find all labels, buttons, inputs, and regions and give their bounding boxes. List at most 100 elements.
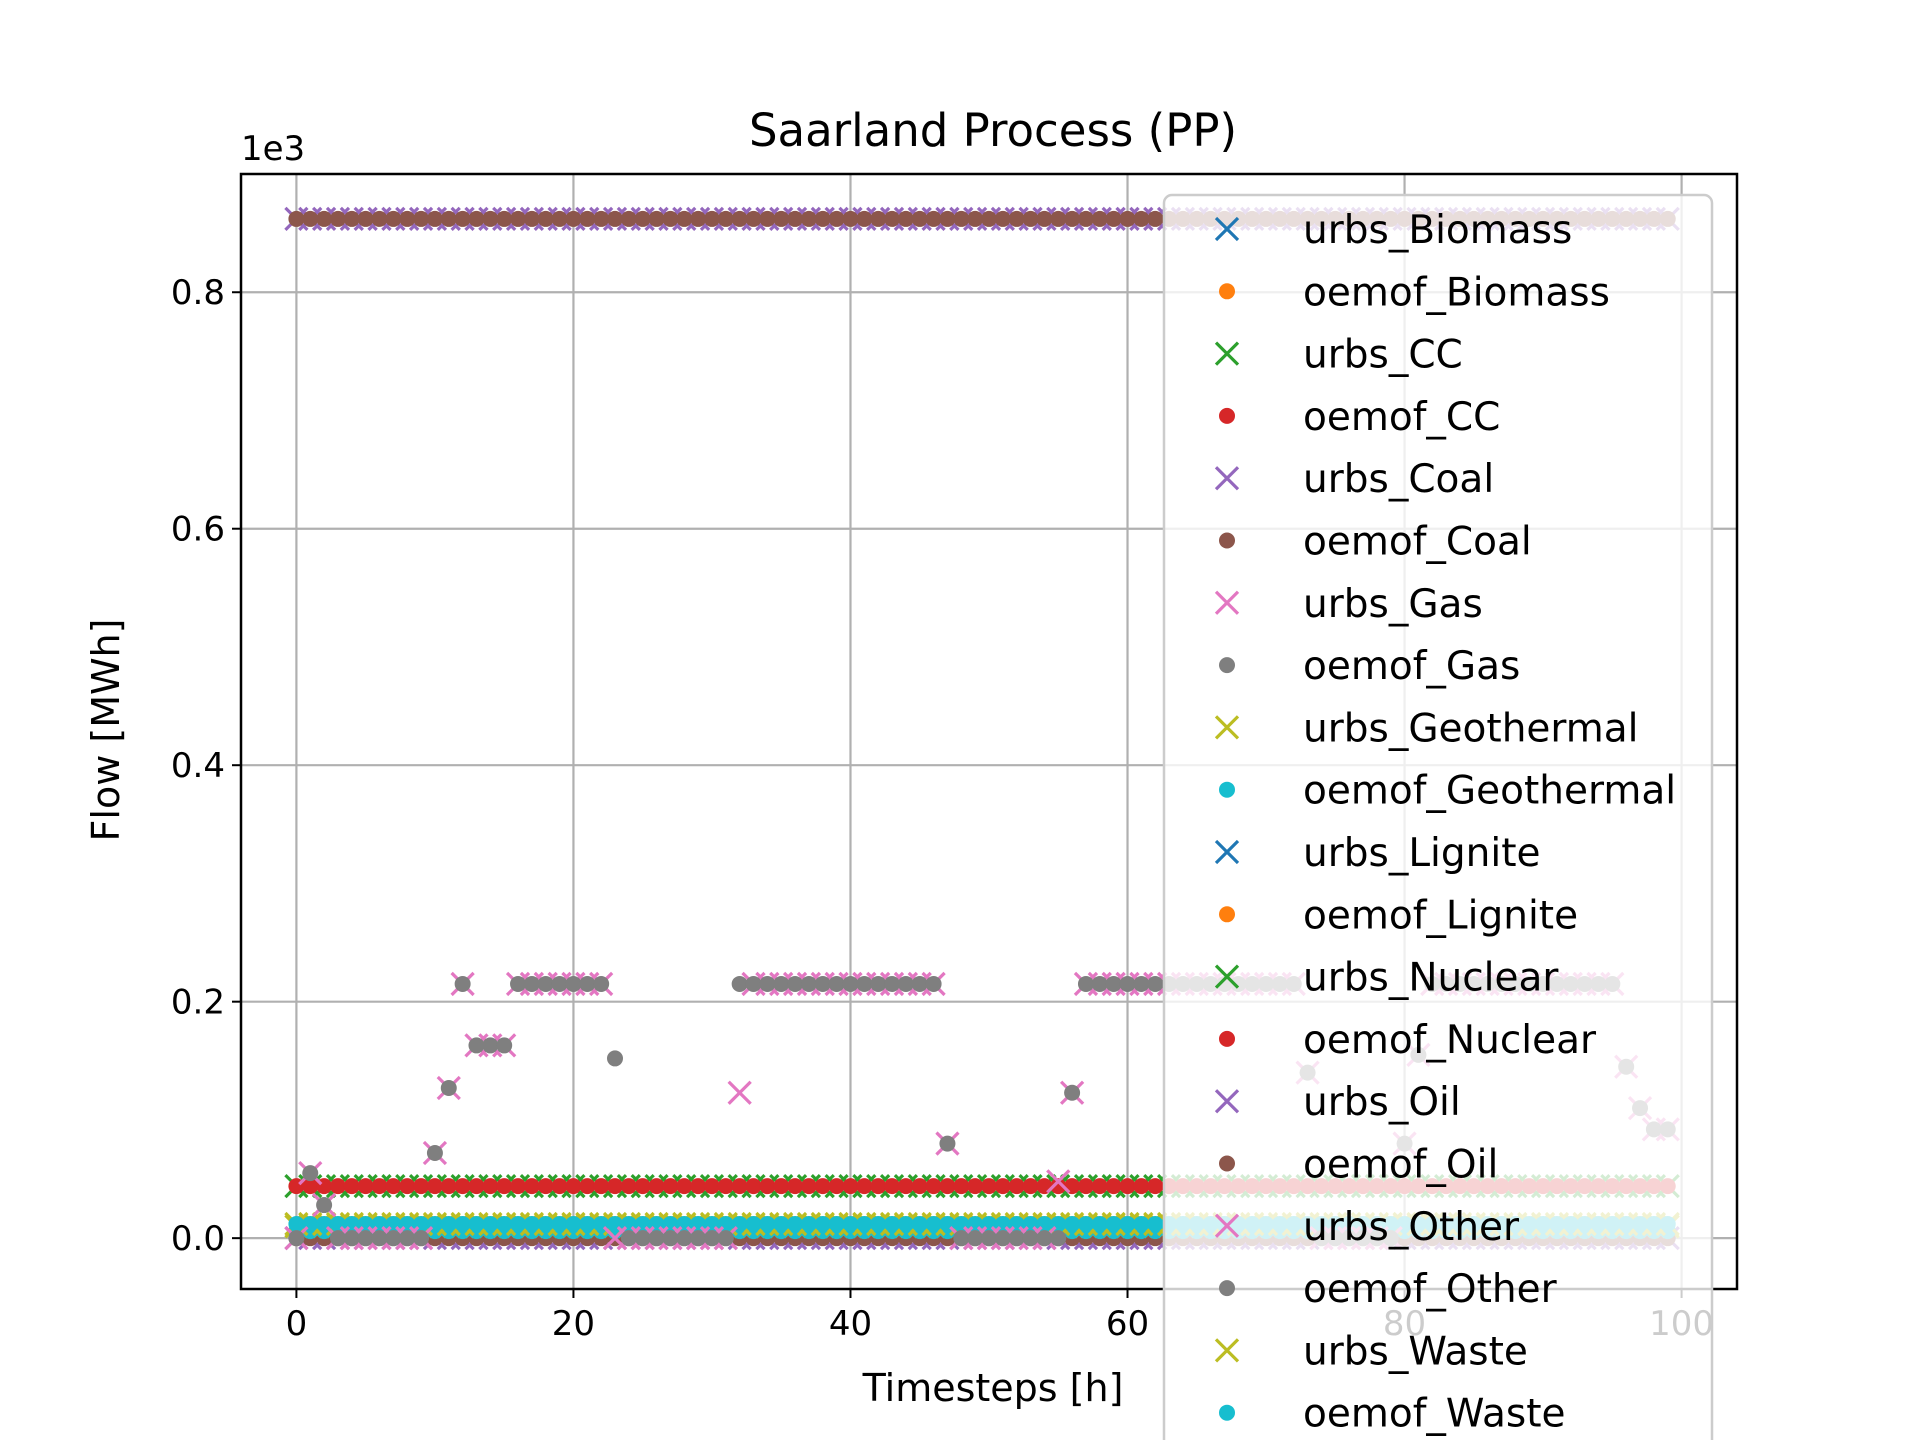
legend-marker-dot — [1219, 657, 1235, 674]
point-oemof-gas — [357, 1230, 374, 1247]
point-oemof-cc — [648, 1178, 665, 1195]
point-oemof-gas — [426, 1145, 443, 1162]
point-oemof-coal — [1064, 210, 1081, 227]
point-oemof-coal — [620, 210, 637, 227]
point-oemof-coal — [1050, 210, 1067, 227]
point-oemof-cc — [302, 1178, 319, 1195]
legend-marker-dot — [1219, 283, 1235, 300]
y-tick-label: 0.6 — [171, 510, 225, 550]
point-oemof-geothermal — [551, 1215, 568, 1232]
point-oemof-gas — [1036, 1230, 1053, 1247]
point-oemof-geothermal — [537, 1215, 554, 1232]
point-oemof-cc — [1147, 1178, 1164, 1195]
point-oemof-gas — [939, 1135, 956, 1152]
legend-item-urbs-lignite: urbs_Lignite — [1214, 831, 1541, 876]
point-oemof-gas — [510, 975, 527, 992]
point-oemof-gas — [856, 975, 873, 992]
point-oemof-cc — [399, 1178, 416, 1195]
point-oemof-gas — [1119, 975, 1136, 992]
point-oemof-geothermal — [523, 1215, 540, 1232]
point-oemof-cc — [482, 1178, 499, 1195]
point-oemof-coal — [302, 210, 319, 227]
point-oemof-gas — [343, 1230, 360, 1247]
point-oemof-cc — [634, 1178, 651, 1195]
legend-marker-dot — [1219, 407, 1235, 424]
point-oemof-geothermal — [1119, 1215, 1136, 1232]
point-oemof-coal — [1091, 210, 1108, 227]
x-tick-label: 0 — [286, 1304, 308, 1344]
point-oemof-geothermal — [773, 1215, 790, 1232]
point-oemof-coal — [884, 210, 901, 227]
legend-label: oemof_Geothermal — [1303, 769, 1676, 814]
point-oemof-geothermal — [288, 1215, 305, 1232]
point-oemof-cc — [357, 1178, 374, 1195]
point-oemof-coal — [579, 210, 596, 227]
point-oemof-coal — [329, 210, 346, 227]
point-oemof-cc — [329, 1178, 346, 1195]
chart-title: Saarland Process (PP) — [749, 104, 1237, 157]
y-axis-title: Flow [MWh] — [84, 619, 128, 842]
x-axis-title: Timesteps [h] — [862, 1366, 1124, 1410]
legend-item-urbs-cc: urbs_CC — [1214, 333, 1463, 378]
x-tick-label: 20 — [552, 1304, 595, 1344]
legend-item-urbs-nuclear: urbs_Nuclear — [1214, 956, 1559, 1001]
point-oemof-cc — [510, 1178, 527, 1195]
point-oemof-coal — [703, 210, 720, 227]
legend-label: oemof_Nuclear — [1303, 1018, 1597, 1063]
x-tick-label: 60 — [1106, 1304, 1149, 1344]
point-oemof-cc — [925, 1178, 942, 1195]
point-oemof-cc — [551, 1178, 568, 1195]
point-oemof-coal — [343, 210, 360, 227]
legend-label: oemof_Other — [1303, 1267, 1558, 1312]
point-oemof-cc — [676, 1178, 693, 1195]
point-oemof-coal — [925, 210, 942, 227]
point-oemof-gas — [981, 1230, 997, 1247]
point-urbs-gas — [727, 1080, 752, 1105]
point-oemof-cc — [426, 1178, 443, 1195]
point-oemof-coal — [814, 210, 831, 227]
point-oemof-coal — [357, 210, 374, 227]
point-oemof-cc — [759, 1178, 776, 1195]
point-oemof-cc — [981, 1178, 997, 1195]
point-oemof-geothermal — [1133, 1215, 1150, 1232]
legend-marker-x — [1214, 964, 1240, 989]
legend-marker-x — [1214, 216, 1240, 242]
point-oemof-coal — [939, 210, 956, 227]
point-oemof-cc — [745, 1178, 762, 1195]
point-oemof-cc — [1008, 1178, 1025, 1195]
point-oemof-gas — [1077, 975, 1094, 992]
point-oemof-gas — [1064, 1084, 1081, 1101]
point-oemof-coal — [385, 210, 402, 227]
point-oemof-cc — [662, 1178, 679, 1195]
point-oemof-gas — [717, 1230, 734, 1247]
point-oemof-coal — [787, 210, 804, 227]
point-oemof-cc — [1091, 1178, 1108, 1195]
legend-item-oemof-coal: oemof_Coal — [1219, 520, 1532, 565]
point-oemof-gas — [440, 1079, 457, 1096]
point-oemof-gas — [759, 975, 776, 992]
legend-marker-dot — [1219, 532, 1235, 549]
point-oemof-geothermal — [454, 1215, 471, 1232]
legend-label: oemof_Lignite — [1303, 893, 1578, 938]
point-oemof-cc — [468, 1178, 485, 1195]
legend-item-oemof-other: oemof_Other — [1219, 1267, 1558, 1312]
point-oemof-coal — [773, 210, 790, 227]
point-oemof-geothermal — [745, 1215, 762, 1232]
legend-label: oemof_Coal — [1303, 520, 1532, 565]
legend-label: oemof_Waste — [1303, 1392, 1566, 1437]
point-oemof-coal — [288, 210, 305, 227]
legend-label: urbs_Nuclear — [1303, 956, 1559, 1001]
legend-item-urbs-waste: urbs_Waste — [1214, 1329, 1528, 1374]
point-oemof-geothermal — [787, 1215, 804, 1232]
y-tick-label: 0.2 — [171, 983, 225, 1023]
point-oemof-gas — [662, 1230, 679, 1247]
point-oemof-coal — [994, 210, 1011, 227]
legend-item-urbs-oil: urbs_Oil — [1214, 1080, 1461, 1125]
point-oemof-gas — [745, 975, 762, 992]
point-oemof-gas — [703, 1230, 720, 1247]
point-oemof-coal — [399, 210, 416, 227]
point-oemof-coal — [1022, 210, 1039, 227]
point-oemof-geothermal — [510, 1215, 527, 1232]
point-oemof-cc — [1119, 1178, 1136, 1195]
point-oemof-geothermal — [856, 1215, 873, 1232]
